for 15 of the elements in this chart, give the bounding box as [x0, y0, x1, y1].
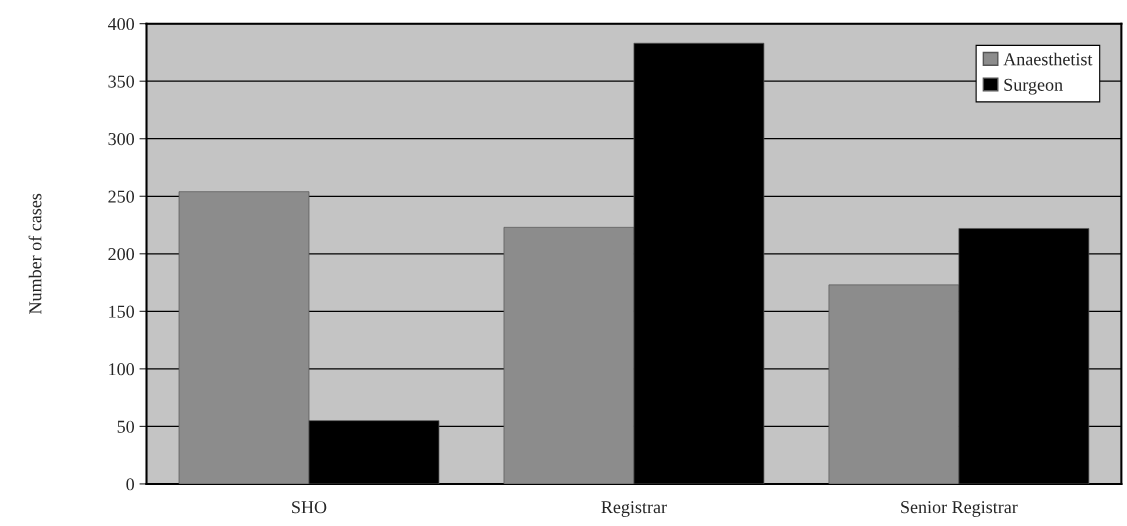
y-tick-label: 300	[108, 132, 135, 146]
y-tick-label: 200	[108, 248, 135, 261]
legend-label: Surgeon	[1004, 78, 1063, 95]
y-axis-title: Number of cases	[28, 193, 42, 314]
y-tick-label: 100	[109, 363, 135, 376]
y-tick-label: 250	[108, 190, 135, 203]
y-tick-label: 400	[107, 17, 135, 31]
y-tick-label: 150	[109, 305, 135, 318]
y-tick-label: 350	[108, 75, 135, 88]
x-tick-label: Senior Registrar	[901, 501, 1018, 517]
x-tick-label: SHO	[292, 501, 327, 514]
y-tick-label: 50	[117, 420, 135, 433]
legend-label: Anaesthetist	[1003, 52, 1093, 66]
y-tick-label: 0	[126, 478, 135, 491]
x-tick-label: Registrar	[601, 501, 667, 517]
